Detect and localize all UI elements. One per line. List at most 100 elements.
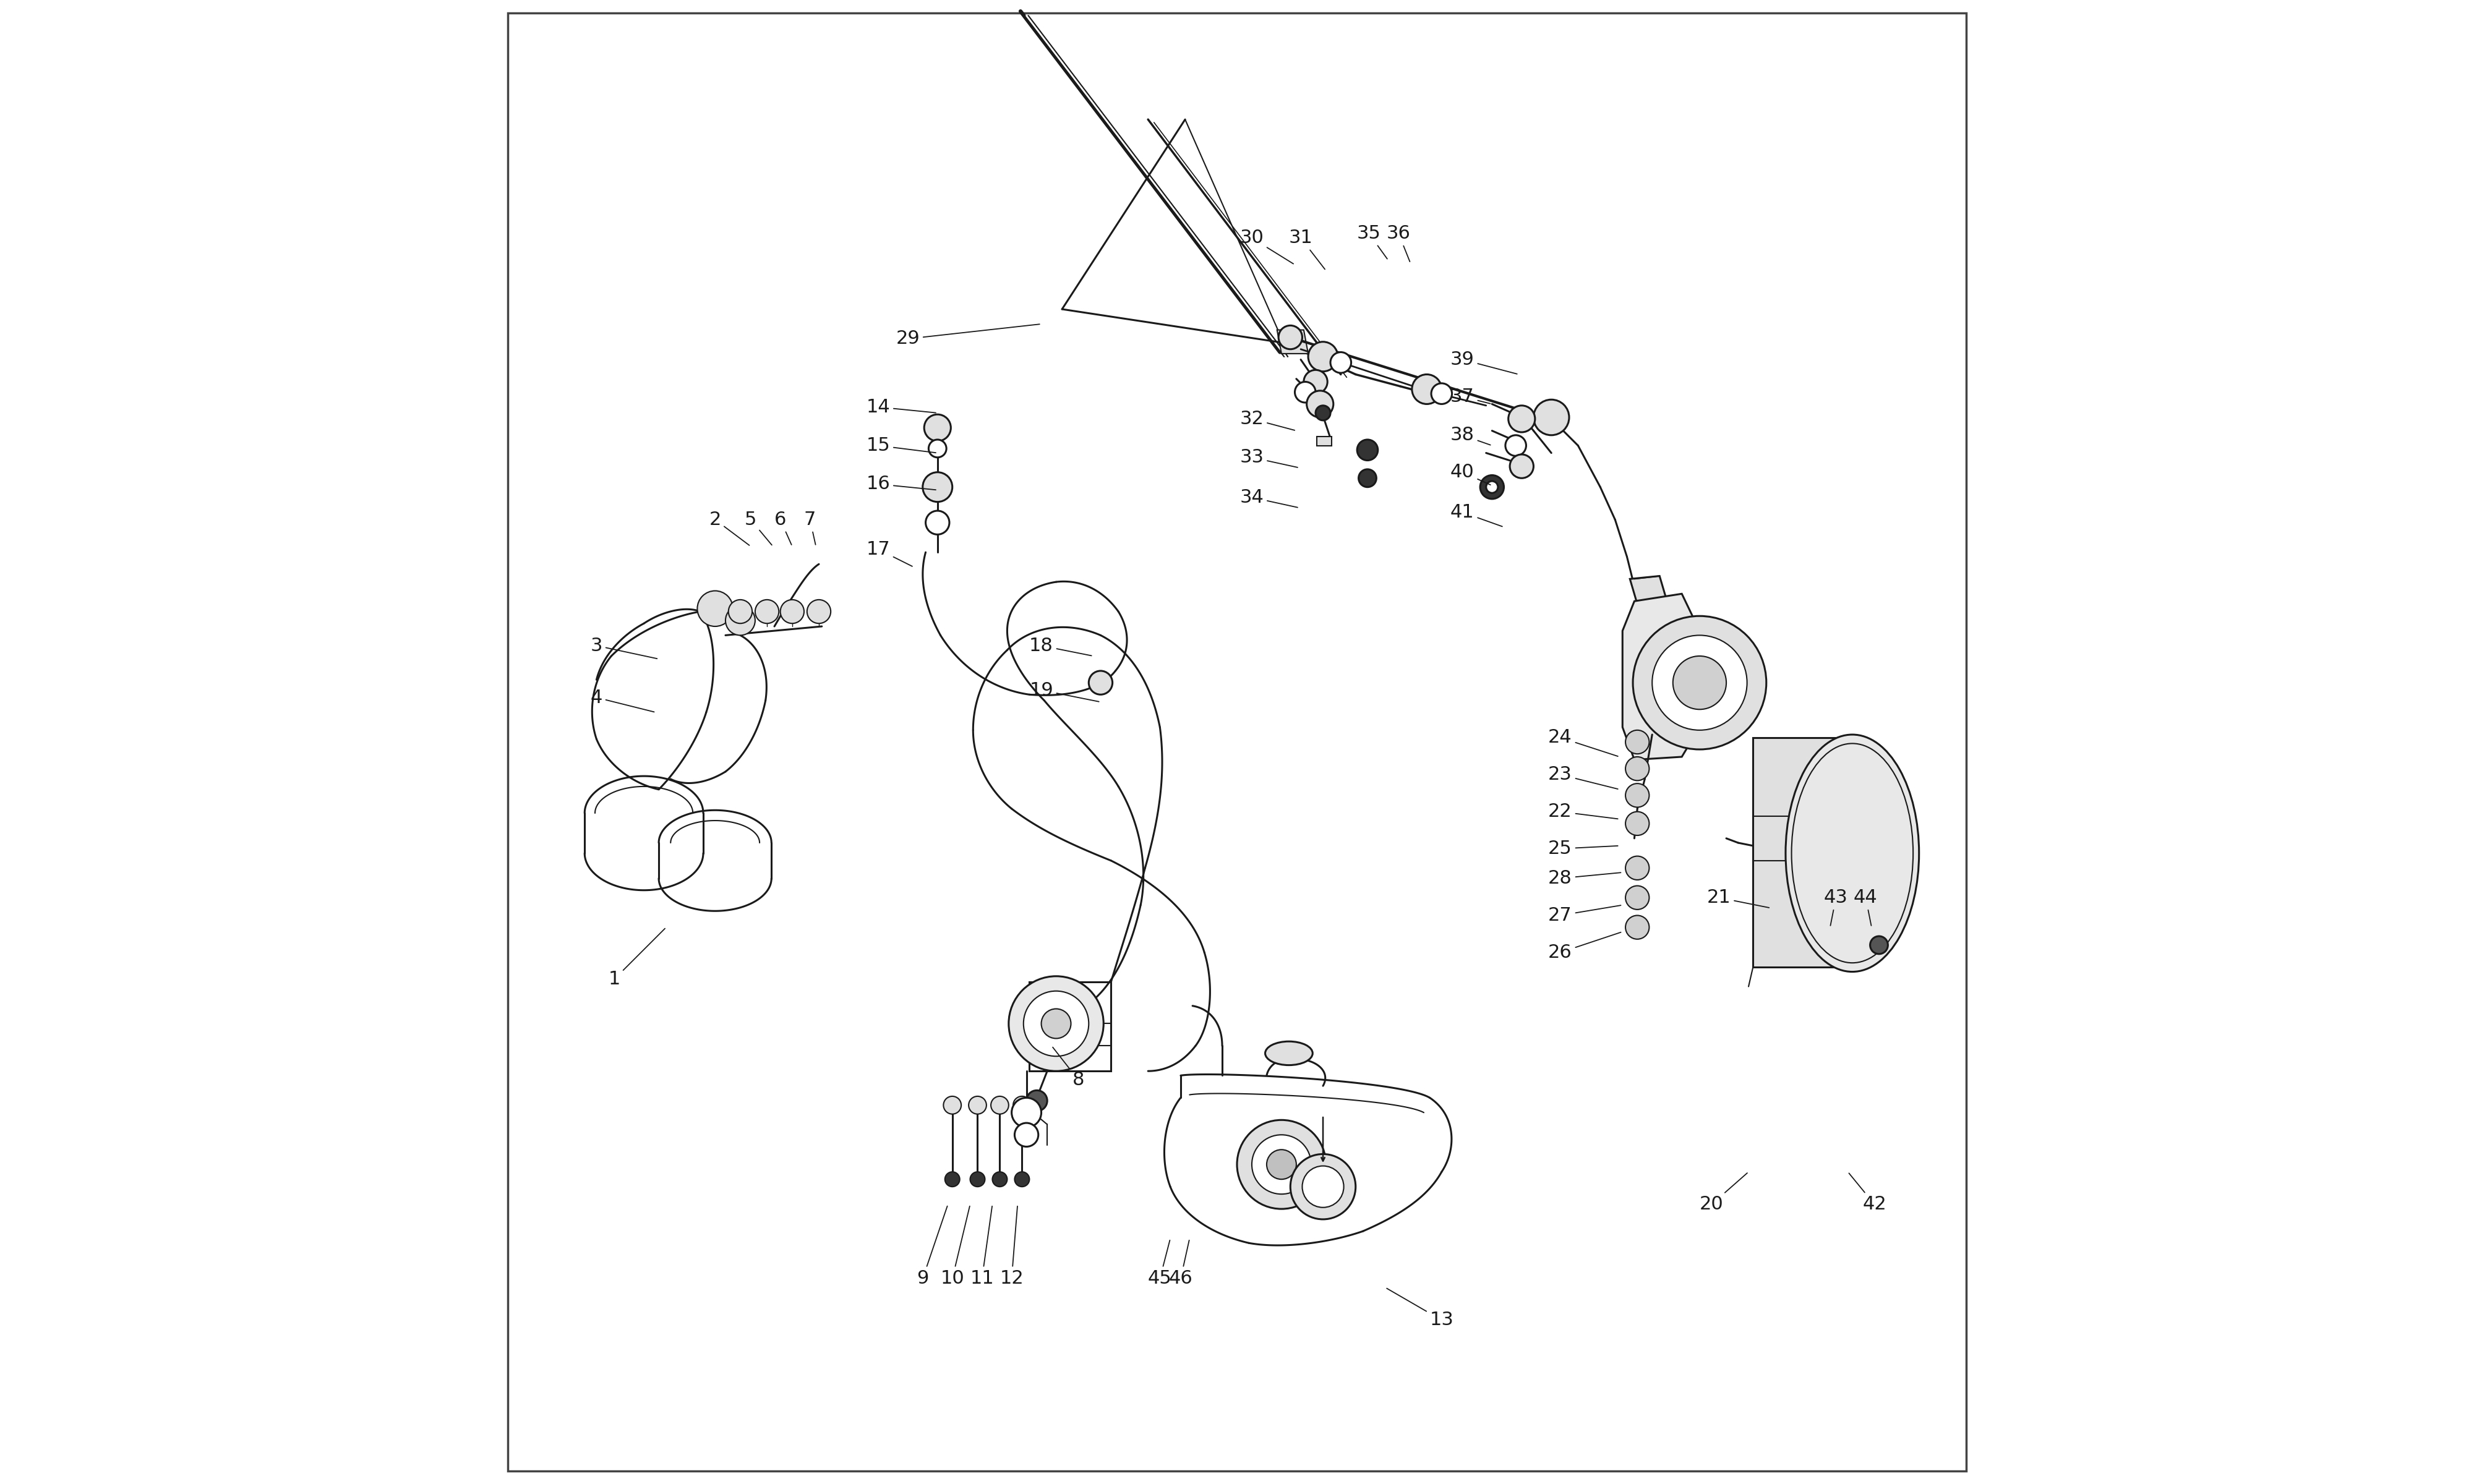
Circle shape xyxy=(1237,1120,1326,1209)
Text: 21: 21 xyxy=(1707,889,1769,908)
Circle shape xyxy=(1479,475,1504,499)
Circle shape xyxy=(923,472,952,502)
Text: 42: 42 xyxy=(1848,1174,1888,1214)
Text: 14: 14 xyxy=(866,398,935,416)
Circle shape xyxy=(725,605,755,635)
Circle shape xyxy=(1625,730,1650,754)
Polygon shape xyxy=(1630,576,1667,604)
Text: 36: 36 xyxy=(1385,224,1410,261)
Circle shape xyxy=(1306,390,1333,417)
Circle shape xyxy=(992,1172,1007,1187)
Ellipse shape xyxy=(1264,1042,1314,1066)
Circle shape xyxy=(1042,1009,1071,1039)
Text: 32: 32 xyxy=(1239,410,1294,430)
Bar xyxy=(1316,436,1331,445)
Circle shape xyxy=(1331,352,1351,372)
Ellipse shape xyxy=(1786,735,1920,972)
Text: 9: 9 xyxy=(918,1206,948,1288)
Circle shape xyxy=(1014,1172,1029,1187)
Text: 3: 3 xyxy=(591,637,658,659)
Circle shape xyxy=(1358,439,1378,460)
Text: 2: 2 xyxy=(710,510,750,545)
Text: 1: 1 xyxy=(609,929,666,988)
Circle shape xyxy=(928,439,948,457)
Circle shape xyxy=(943,1097,962,1114)
Text: 22: 22 xyxy=(1549,803,1618,821)
Circle shape xyxy=(1633,616,1766,749)
Text: 33: 33 xyxy=(1239,448,1296,467)
Text: 16: 16 xyxy=(866,475,935,493)
Text: 12: 12 xyxy=(999,1206,1024,1288)
Text: 38: 38 xyxy=(1450,426,1489,445)
Circle shape xyxy=(1653,635,1747,730)
Circle shape xyxy=(925,510,950,534)
Circle shape xyxy=(1870,936,1888,954)
Circle shape xyxy=(1625,784,1650,807)
Text: 10: 10 xyxy=(940,1206,970,1288)
Circle shape xyxy=(1487,481,1497,493)
Circle shape xyxy=(1009,976,1103,1071)
Circle shape xyxy=(1534,399,1569,435)
Text: 30: 30 xyxy=(1239,229,1294,264)
Text: 13: 13 xyxy=(1388,1288,1455,1330)
Polygon shape xyxy=(1623,594,1700,760)
Text: 44: 44 xyxy=(1853,889,1878,926)
Text: 8: 8 xyxy=(1054,1048,1084,1089)
Bar xyxy=(1029,982,1111,1071)
Circle shape xyxy=(1625,856,1650,880)
Text: 39: 39 xyxy=(1450,350,1517,374)
Circle shape xyxy=(779,600,804,623)
Text: 28: 28 xyxy=(1549,870,1620,887)
Text: 43: 43 xyxy=(1823,889,1848,926)
Circle shape xyxy=(1267,1150,1296,1180)
Circle shape xyxy=(1279,325,1301,349)
Circle shape xyxy=(1358,469,1376,487)
Text: 18: 18 xyxy=(1029,637,1091,656)
Text: 40: 40 xyxy=(1450,463,1489,485)
Text: 34: 34 xyxy=(1239,488,1296,508)
Circle shape xyxy=(1625,812,1650,835)
Text: 24: 24 xyxy=(1549,729,1618,757)
Text: 31: 31 xyxy=(1289,229,1326,269)
Circle shape xyxy=(1625,886,1650,910)
Circle shape xyxy=(1252,1135,1311,1195)
Text: 4: 4 xyxy=(591,689,653,712)
Circle shape xyxy=(727,600,752,623)
Text: 23: 23 xyxy=(1549,766,1618,789)
Text: 17: 17 xyxy=(866,540,913,567)
Circle shape xyxy=(698,591,732,626)
Text: 45: 45 xyxy=(1148,1241,1173,1288)
Circle shape xyxy=(1432,383,1452,404)
Text: 26: 26 xyxy=(1549,932,1620,962)
Text: 20: 20 xyxy=(1700,1172,1747,1214)
Circle shape xyxy=(1291,1155,1356,1220)
Circle shape xyxy=(1089,671,1113,695)
Circle shape xyxy=(970,1097,987,1114)
Circle shape xyxy=(1504,435,1526,456)
Circle shape xyxy=(925,414,950,441)
Circle shape xyxy=(1316,405,1331,420)
Circle shape xyxy=(1301,1166,1343,1208)
Circle shape xyxy=(1027,1091,1047,1112)
Circle shape xyxy=(1014,1123,1039,1147)
Circle shape xyxy=(992,1097,1009,1114)
Text: 15: 15 xyxy=(866,436,935,454)
Circle shape xyxy=(1413,374,1442,404)
Text: 35: 35 xyxy=(1356,224,1388,258)
Circle shape xyxy=(1625,757,1650,781)
Text: 5: 5 xyxy=(745,510,772,545)
Circle shape xyxy=(1294,381,1316,402)
Circle shape xyxy=(1309,341,1338,371)
Bar xyxy=(1754,738,1860,968)
Text: 25: 25 xyxy=(1549,840,1618,858)
Text: 27: 27 xyxy=(1549,905,1620,925)
Circle shape xyxy=(807,600,831,623)
Circle shape xyxy=(1509,405,1534,432)
Circle shape xyxy=(755,600,779,623)
Text: 7: 7 xyxy=(804,510,816,545)
Text: 29: 29 xyxy=(896,324,1039,347)
Circle shape xyxy=(1012,1098,1042,1128)
Circle shape xyxy=(1625,916,1650,939)
Circle shape xyxy=(1672,656,1727,709)
Circle shape xyxy=(1304,370,1329,393)
